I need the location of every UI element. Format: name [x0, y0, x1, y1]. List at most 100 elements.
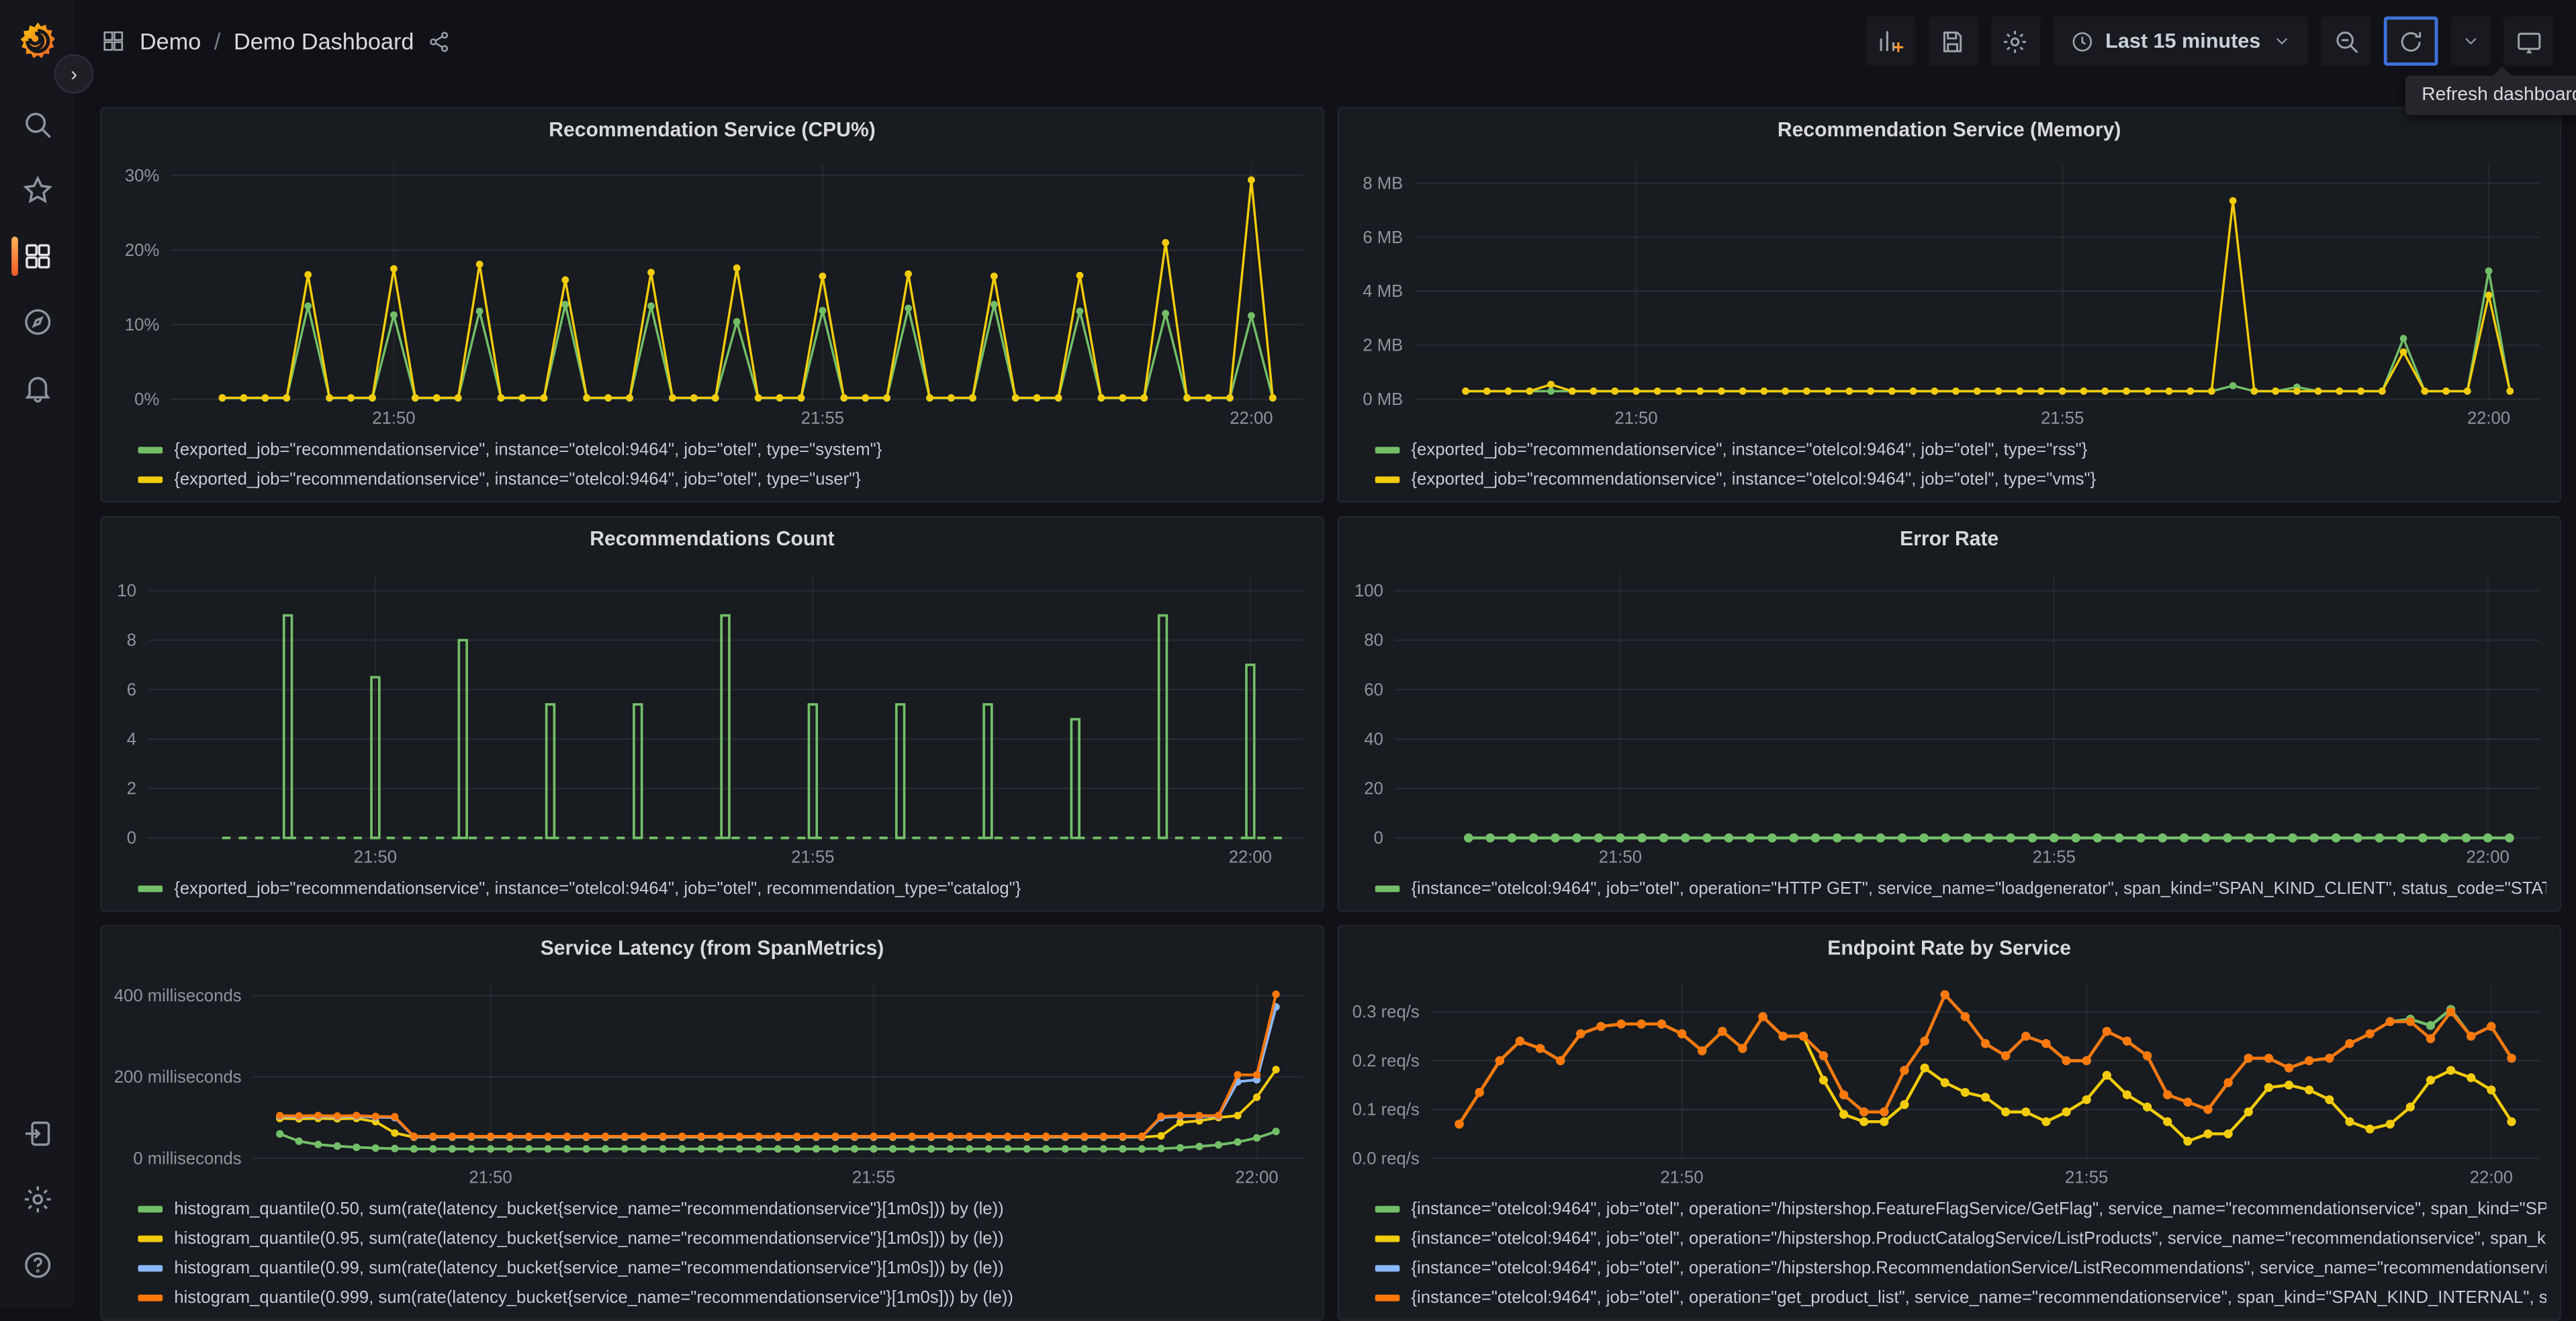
- active-indicator: [11, 236, 18, 276]
- panel-title[interactable]: Service Latency (from SpanMetrics): [540, 936, 884, 960]
- legend-swatch[interactable]: [1375, 885, 1400, 893]
- panel-legend: {instance="otelcol:9464", job="otel", op…: [1339, 874, 2560, 910]
- add-panel-button[interactable]: [1865, 16, 1915, 66]
- legend-label[interactable]: {instance="otelcol:9464", job="otel", op…: [1411, 1199, 2546, 1220]
- legend-item: histogram_quantile(0.95, sum(rate(latenc…: [138, 1227, 1309, 1250]
- dashboards-grid-icon: [25, 244, 50, 269]
- refresh-icon: [2401, 31, 2422, 51]
- legend-label[interactable]: {instance="otelcol:9464", job="otel", op…: [1411, 1228, 2546, 1249]
- panel-chart[interactable]: 0% 10% 20% 30% 21:50 21:55 22:00: [102, 151, 1323, 435]
- legend-swatch[interactable]: [1375, 1205, 1400, 1214]
- legend-swatch[interactable]: [1375, 1235, 1400, 1243]
- save-icon: [1943, 30, 1962, 52]
- legend-item: {exported_job="recommendationservice", i…: [1375, 468, 2546, 491]
- panel-title[interactable]: Endpoint Rate by Service: [1827, 936, 2072, 960]
- panel-chart[interactable]: 0 milliseconds 200 milliseconds 400 millis…: [102, 969, 1323, 1194]
- legend-swatch[interactable]: [1375, 446, 1400, 454]
- panel-chart[interactable]: 0 MB 2 MB 4 MB 6 MB 8 MB 21:50 21:55 22:00: [1339, 151, 2560, 435]
- svg-text:21:50: 21:50: [1614, 409, 1657, 428]
- panel-title[interactable]: Recommendations Count: [590, 527, 835, 551]
- breadcrumb-separator: /: [214, 28, 221, 54]
- sidebar-item-help[interactable]: [0, 1232, 74, 1298]
- panel-chart[interactable]: 0 20 40 60 80 100 21:50 21:55 22:00: [1339, 560, 2560, 874]
- sidebar-item-dashboards[interactable]: [0, 224, 74, 289]
- panel-legend: {exported_job="recommendationservice", i…: [102, 435, 1323, 501]
- legend-label[interactable]: histogram_quantile(0.50, sum(rate(latenc…: [174, 1199, 1004, 1220]
- legend-swatch[interactable]: [1375, 475, 1400, 484]
- refresh-interval-dropdown[interactable]: [2451, 16, 2491, 66]
- refresh-dashboard-button[interactable]: [2383, 16, 2438, 66]
- share-icon[interactable]: [427, 29, 452, 54]
- legend-swatch[interactable]: [1375, 1265, 1400, 1273]
- panel-chart[interactable]: 0.0 req/s 0.1 req/s 0.2 req/s 0.3 req/s 21:5…: [1339, 969, 2560, 1194]
- svg-text:22:00: 22:00: [2467, 409, 2510, 428]
- sidebar-item-starred[interactable]: [0, 158, 74, 224]
- legend-label[interactable]: {instance="otelcol:9464", job="otel", op…: [1411, 1287, 2546, 1308]
- legend-label[interactable]: {exported_job="recommendationservice", i…: [174, 878, 1021, 899]
- zoom-out-button[interactable]: [2321, 16, 2371, 66]
- svg-text:8 MB: 8 MB: [1363, 174, 1403, 193]
- legend-swatch[interactable]: [138, 885, 163, 893]
- panel-title[interactable]: Recommendation Service (Memory): [1777, 118, 2121, 142]
- legend-item: {instance="otelcol:9464", job="otel", op…: [1375, 1257, 2546, 1280]
- legend-label[interactable]: {exported_job="recommendationservice", i…: [174, 440, 882, 460]
- legend-swatch[interactable]: [138, 475, 163, 484]
- legend-label[interactable]: {instance="otelcol:9464", job="otel", op…: [1411, 1258, 2546, 1279]
- zoom-out-icon: [2336, 30, 2358, 52]
- legend-label[interactable]: histogram_quantile(0.99, sum(rate(latenc…: [174, 1258, 1004, 1279]
- svg-text:8: 8: [127, 631, 136, 650]
- legend-label[interactable]: {exported_job="recommendationservice", i…: [174, 469, 861, 490]
- panel-4: Service Latency (from SpanMetrics) 0 mill…: [100, 925, 1324, 1321]
- time-range-picker[interactable]: Last 15 minutes: [2052, 16, 2309, 66]
- legend-label[interactable]: {instance="otelcol:9464", job="otel", op…: [1411, 878, 2546, 899]
- legend-label[interactable]: {exported_job="recommendationservice", i…: [1411, 469, 2097, 490]
- sidebar-item-sign-in[interactable]: [0, 1101, 74, 1167]
- svg-text:21:55: 21:55: [2041, 409, 2084, 428]
- grafana-logo-icon[interactable]: [15, 19, 58, 62]
- legend-swatch[interactable]: [138, 446, 163, 454]
- legend-label[interactable]: histogram_quantile(0.999, sum(rate(laten…: [174, 1287, 1014, 1308]
- dashboard-grid: Recommendation Service (CPU%) 0% 10% 20% 30%…: [100, 107, 2561, 1321]
- svg-text:40: 40: [1364, 730, 1383, 749]
- panel-legend: {instance="otelcol:9464", job="otel", op…: [1339, 1195, 2560, 1320]
- dashboard-settings-button[interactable]: [1990, 16, 2040, 66]
- svg-text:2: 2: [127, 780, 136, 799]
- legend-item: {instance="otelcol:9464", job="otel", op…: [1375, 1227, 2546, 1250]
- svg-text:80: 80: [1364, 631, 1383, 650]
- legend-label[interactable]: histogram_quantile(0.95, sum(rate(latenc…: [174, 1228, 1004, 1249]
- svg-text:100: 100: [1354, 582, 1383, 600]
- svg-text:22:00: 22:00: [2470, 1168, 2513, 1187]
- svg-text:22:00: 22:00: [1235, 1168, 1278, 1187]
- legend-swatch[interactable]: [138, 1265, 163, 1273]
- chart-svg: 0% 10% 20% 30% 21:50 21:55 22:00: [125, 164, 1303, 428]
- breadcrumb-page-title[interactable]: Demo Dashboard: [234, 28, 414, 54]
- svg-text:30%: 30%: [125, 167, 159, 185]
- breadcrumb: Demo / Demo Dashboard: [100, 28, 451, 54]
- svg-text:200 milliseconds: 200 milliseconds: [114, 1068, 242, 1087]
- sidebar-expand-button[interactable]: ›: [54, 54, 94, 94]
- time-range-label: Last 15 minutes: [2105, 30, 2261, 53]
- legend-swatch[interactable]: [138, 1294, 163, 1302]
- legend-swatch[interactable]: [1375, 1294, 1400, 1302]
- legend-swatch[interactable]: [138, 1235, 163, 1243]
- svg-text:21:55: 21:55: [852, 1168, 895, 1187]
- svg-text:0: 0: [1374, 829, 1383, 848]
- sidebar-item-search[interactable]: [0, 92, 74, 158]
- legend-item: {instance="otelcol:9464", job="otel", op…: [1375, 877, 2546, 900]
- cycle-view-mode-button[interactable]: [2503, 16, 2553, 66]
- panel-title[interactable]: Recommendation Service (CPU%): [549, 118, 876, 142]
- legend-item: {instance="otelcol:9464", job="otel", op…: [1375, 1197, 2546, 1220]
- legend-swatch[interactable]: [138, 1205, 163, 1214]
- panel-title[interactable]: Error Rate: [1900, 527, 1999, 551]
- legend-label[interactable]: {exported_job="recommendationservice", i…: [1411, 440, 2088, 460]
- sidebar-item-alerting[interactable]: [0, 355, 74, 420]
- panel-chart[interactable]: 0 2 4 6 8 10 21:50 21:55 22:00: [102, 560, 1323, 874]
- svg-text:20%: 20%: [125, 241, 159, 260]
- save-dashboard-button[interactable]: [1927, 16, 1978, 66]
- svg-text:0: 0: [127, 829, 136, 848]
- sidebar-item-explore[interactable]: [0, 289, 74, 355]
- breadcrumb-section[interactable]: Demo: [139, 28, 201, 54]
- panel-2: Recommendations Count 0 2 4 6 8 10 21:50 21:55 22…: [100, 516, 1324, 912]
- sidebar-item-settings[interactable]: [0, 1167, 74, 1232]
- svg-text:21:50: 21:50: [1599, 848, 1642, 866]
